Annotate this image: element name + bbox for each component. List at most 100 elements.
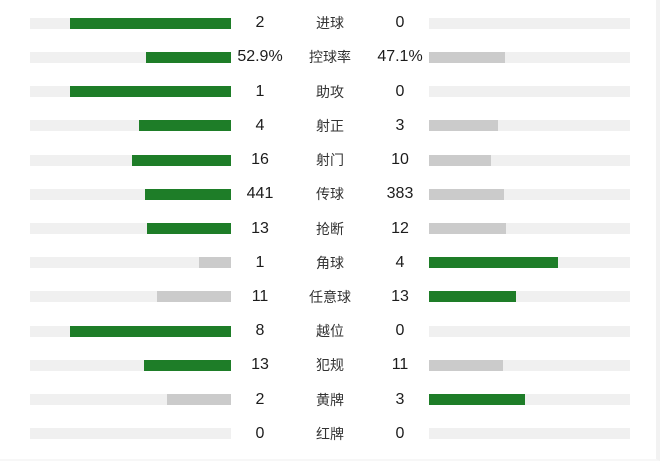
away-stat-value: 13 xyxy=(391,287,409,305)
home-stat-value: 52.9% xyxy=(237,48,283,66)
stat-row: 2 黄牌 3 xyxy=(0,383,656,417)
away-stat-value: 0 xyxy=(395,82,405,100)
away-bar-fill xyxy=(429,223,507,235)
stat-row: 1 角球 4 xyxy=(0,246,656,280)
away-stat-value: 47.1% xyxy=(377,48,423,66)
stat-row: 13 犯规 11 xyxy=(0,348,656,382)
home-bar-track xyxy=(30,154,231,166)
away-bar-fill xyxy=(429,188,504,200)
home-bar-track xyxy=(30,86,231,98)
home-bar-fill xyxy=(198,257,231,269)
away-bar-fill xyxy=(429,257,558,269)
home-stat-value: 11 xyxy=(251,287,269,305)
home-stat-value: 2 xyxy=(255,390,265,408)
home-stat-value: 4 xyxy=(255,116,265,134)
stat-label: 任意球 xyxy=(309,288,351,305)
away-bar-fill xyxy=(429,154,491,166)
stat-label: 角球 xyxy=(316,254,344,271)
stat-label: 传球 xyxy=(316,186,344,203)
away-stat-value: 383 xyxy=(386,185,414,203)
away-bar-track xyxy=(429,428,630,440)
away-bar-fill xyxy=(429,291,517,303)
away-bar-track xyxy=(429,51,630,63)
home-bar-track xyxy=(30,223,231,235)
away-bar-track xyxy=(429,188,630,200)
stat-row: 16 射门 10 xyxy=(0,143,656,177)
stat-row: 4 射正 3 xyxy=(0,109,656,143)
away-bar-track xyxy=(429,17,630,29)
stat-label: 射正 xyxy=(316,117,344,134)
away-bar-fill xyxy=(429,120,498,132)
home-stat-value: 1 xyxy=(255,253,265,271)
away-stat-value: 3 xyxy=(395,116,405,134)
stat-row: 0 红牌 0 xyxy=(0,417,656,451)
away-bar-track xyxy=(429,291,630,303)
stat-label: 射门 xyxy=(316,152,344,169)
stat-row: 1 助攻 0 xyxy=(0,74,656,108)
home-bar-fill xyxy=(147,223,231,235)
away-bar-fill xyxy=(429,394,526,406)
stat-label: 控球率 xyxy=(309,49,351,66)
home-bar-fill xyxy=(70,86,231,98)
away-bar-fill xyxy=(429,359,503,371)
stat-label: 越位 xyxy=(316,323,344,340)
stat-label: 犯规 xyxy=(316,357,344,374)
home-bar-track xyxy=(30,17,231,29)
home-stat-value: 1 xyxy=(255,82,265,100)
home-bar-fill xyxy=(143,359,231,371)
home-stat-value: 13 xyxy=(251,356,269,374)
stat-row: 11 任意球 13 xyxy=(0,280,656,314)
home-bar-track xyxy=(30,120,231,132)
away-bar-fill xyxy=(429,51,505,63)
away-stat-value: 11 xyxy=(391,356,409,374)
home-bar-fill xyxy=(157,291,231,303)
home-bar-fill xyxy=(70,17,231,29)
away-bar-track xyxy=(429,359,630,371)
home-bar-track xyxy=(30,51,231,63)
stat-row: 8 越位 0 xyxy=(0,314,656,348)
home-stat-value: 2 xyxy=(255,14,265,32)
home-bar-fill xyxy=(139,120,231,132)
away-stat-value: 0 xyxy=(395,424,405,442)
away-bar-track xyxy=(429,325,630,337)
home-bar-fill xyxy=(144,188,231,200)
home-stat-value: 16 xyxy=(251,151,269,169)
home-stat-value: 8 xyxy=(255,322,265,340)
home-bar-track xyxy=(30,325,231,337)
stat-label: 抢断 xyxy=(316,220,344,237)
away-bar-track xyxy=(429,154,630,166)
away-stat-value: 4 xyxy=(395,253,405,271)
away-stat-value: 0 xyxy=(395,14,405,32)
away-stat-value: 12 xyxy=(391,219,409,237)
home-bar-track xyxy=(30,291,231,303)
away-bar-track xyxy=(429,394,630,406)
away-bar-track xyxy=(429,86,630,98)
home-stat-value: 0 xyxy=(255,424,265,442)
home-bar-fill xyxy=(145,51,231,63)
stat-label: 黄牌 xyxy=(316,391,344,408)
home-bar-track xyxy=(30,188,231,200)
stat-label: 红牌 xyxy=(316,425,344,442)
home-stat-value: 13 xyxy=(251,219,269,237)
stat-label: 助攻 xyxy=(316,83,344,100)
home-bar-fill xyxy=(70,325,231,337)
away-bar-track xyxy=(429,120,630,132)
away-stat-value: 0 xyxy=(395,322,405,340)
away-bar-track xyxy=(429,223,630,235)
away-stat-value: 10 xyxy=(391,151,409,169)
home-stat-value: 441 xyxy=(246,185,274,203)
away-stat-value: 3 xyxy=(395,390,405,408)
home-bar-track xyxy=(30,428,231,440)
stat-row: 2 进球 0 xyxy=(0,6,656,40)
home-bar-track xyxy=(30,257,231,269)
stat-row: 441 传球 383 xyxy=(0,177,656,211)
home-bar-fill xyxy=(166,394,231,406)
home-bar-track xyxy=(30,394,231,406)
stat-row: 13 抢断 12 xyxy=(0,211,656,245)
away-bar-track xyxy=(429,257,630,269)
home-bar-fill xyxy=(132,154,231,166)
home-bar-track xyxy=(30,359,231,371)
stat-row: 52.9% 控球率 47.1% xyxy=(0,40,656,74)
stat-label: 进球 xyxy=(316,15,344,32)
